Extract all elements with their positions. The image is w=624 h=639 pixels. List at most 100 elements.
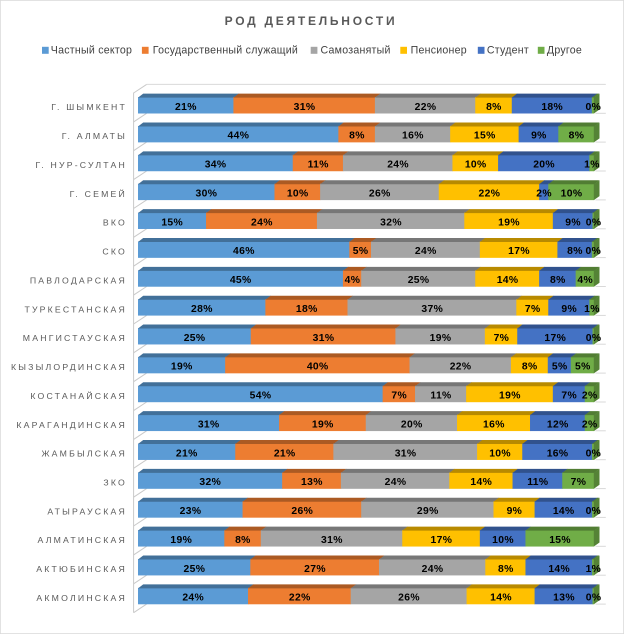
svg-text:24%: 24% [387,160,409,171]
svg-text:22%: 22% [289,593,311,604]
svg-text:МАНГИСТАУСКАЯ: МАНГИСТАУСКАЯ [23,333,127,343]
svg-text:7%: 7% [525,304,541,315]
svg-text:0%: 0% [585,246,601,257]
svg-text:24%: 24% [422,564,444,575]
svg-text:0%: 0% [586,217,602,228]
svg-text:10%: 10% [492,535,514,546]
svg-text:31%: 31% [198,419,220,430]
svg-text:АЛМАТИНСКАЯ: АЛМАТИНСКАЯ [38,535,127,545]
svg-text:21%: 21% [274,448,296,459]
svg-text:14%: 14% [548,564,570,575]
svg-text:1%: 1% [584,304,600,315]
svg-text:Г. НУР-СУЛТАН: Г. НУР-СУЛТАН [35,160,127,170]
svg-text:26%: 26% [291,506,313,517]
svg-text:31%: 31% [395,448,417,459]
svg-text:28%: 28% [191,304,213,315]
svg-text:21%: 21% [175,102,197,113]
svg-text:0%: 0% [586,593,602,604]
svg-text:АКТЮБИНСКАЯ: АКТЮБИНСКАЯ [36,564,127,574]
svg-text:24%: 24% [182,593,204,604]
svg-text:4%: 4% [577,275,593,286]
svg-text:13%: 13% [553,593,575,604]
svg-text:19%: 19% [170,535,192,546]
svg-text:25%: 25% [184,564,206,575]
svg-text:17%: 17% [508,246,530,257]
svg-text:12%: 12% [547,419,569,430]
svg-text:8%: 8% [498,564,514,575]
svg-text:16%: 16% [483,419,505,430]
svg-text:19%: 19% [171,362,193,373]
svg-text:КЫЗЫЛОРДИНСКАЯ: КЫЗЫЛОРДИНСКАЯ [11,362,127,372]
svg-text:54%: 54% [250,391,272,402]
svg-text:0%: 0% [586,448,602,459]
svg-text:Г. АЛМАТЫ: Г. АЛМАТЫ [62,131,127,141]
svg-text:1%: 1% [584,160,600,171]
svg-text:10%: 10% [561,189,583,200]
svg-text:19%: 19% [499,391,521,402]
svg-text:27%: 27% [304,564,326,575]
svg-text:22%: 22% [450,362,472,373]
svg-text:18%: 18% [541,102,563,113]
svg-text:25%: 25% [408,275,430,286]
svg-text:11%: 11% [430,391,451,402]
svg-text:ВКО: ВКО [103,218,127,228]
svg-text:22%: 22% [415,102,437,113]
svg-text:8%: 8% [349,131,365,142]
svg-text:32%: 32% [199,477,221,488]
svg-text:46%: 46% [233,246,255,257]
svg-text:Частный сектор: Частный сектор [51,45,132,57]
svg-text:30%: 30% [196,189,218,200]
svg-text:20%: 20% [401,419,423,430]
svg-text:0%: 0% [585,102,601,113]
svg-text:5%: 5% [575,362,591,373]
svg-text:4%: 4% [345,275,361,286]
svg-text:25%: 25% [184,333,206,344]
svg-text:КАРАГАНДИНСКАЯ: КАРАГАНДИНСКАЯ [16,420,127,430]
svg-text:2%: 2% [582,419,598,430]
svg-text:ЗКО: ЗКО [103,478,127,488]
svg-text:10%: 10% [287,189,309,200]
svg-text:10%: 10% [465,160,487,171]
svg-text:8%: 8% [569,131,585,142]
svg-text:7%: 7% [391,391,407,402]
svg-text:16%: 16% [547,448,569,459]
svg-text:18%: 18% [296,304,318,315]
svg-text:2%: 2% [536,189,552,200]
svg-text:9%: 9% [531,131,547,142]
svg-text:11%: 11% [308,160,329,171]
svg-text:0%: 0% [586,506,602,517]
svg-text:Г. СЕМЕЙ: Г. СЕМЕЙ [70,188,127,199]
svg-text:АТЫРАУСКАЯ: АТЫРАУСКАЯ [47,506,127,516]
svg-text:14%: 14% [490,593,512,604]
svg-text:Государственный служащий: Государственный служащий [153,45,298,57]
svg-text:8%: 8% [550,275,566,286]
svg-text:7%: 7% [571,477,587,488]
svg-text:15%: 15% [549,535,571,546]
svg-text:7%: 7% [561,391,577,402]
svg-text:9%: 9% [561,304,577,315]
svg-text:8%: 8% [567,246,583,257]
svg-text:26%: 26% [369,189,391,200]
svg-text:14%: 14% [497,275,519,286]
svg-text:24%: 24% [251,217,273,228]
svg-text:2%: 2% [582,391,598,402]
svg-text:Г. ШЫМКЕНТ: Г. ШЫМКЕНТ [51,102,127,112]
svg-text:9%: 9% [565,217,581,228]
svg-text:31%: 31% [313,333,335,344]
svg-text:ПАВЛОДАРСКАЯ: ПАВЛОДАРСКАЯ [30,275,127,285]
svg-text:26%: 26% [398,593,420,604]
svg-text:ЖАМБЫЛСКАЯ: ЖАМБЫЛСКАЯ [41,449,127,459]
svg-text:ТУРКЕСТАНСКАЯ: ТУРКЕСТАНСКАЯ [24,304,127,314]
svg-text:19%: 19% [498,217,520,228]
svg-text:5%: 5% [552,362,568,373]
svg-text:31%: 31% [321,535,343,546]
svg-text:14%: 14% [553,506,575,517]
svg-text:8%: 8% [486,102,502,113]
svg-text:24%: 24% [385,477,407,488]
svg-text:15%: 15% [161,217,183,228]
svg-text:11%: 11% [527,477,548,488]
svg-text:37%: 37% [421,304,443,315]
svg-text:14%: 14% [470,477,492,488]
svg-text:44%: 44% [228,131,250,142]
svg-text:8%: 8% [235,535,251,546]
